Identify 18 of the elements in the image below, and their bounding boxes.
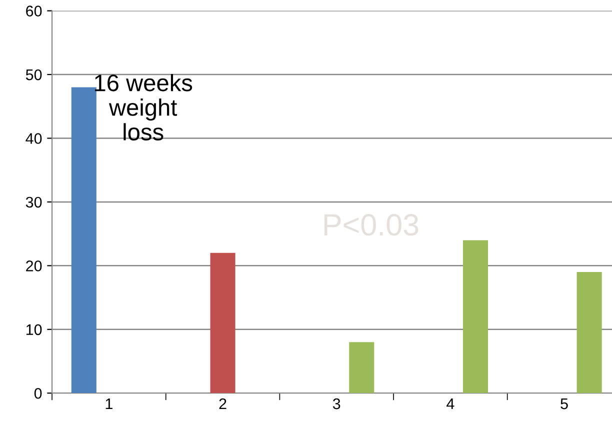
x-tick-label: 1 [106, 398, 112, 410]
x-tick-label: 3 [332, 398, 340, 410]
x-tick-label: 2 [219, 398, 226, 410]
x-tick-label: 5 [560, 398, 568, 410]
annotation: 16 weeks weight loss [95, 74, 192, 140]
y-tick-label: 40 [26, 133, 42, 144]
y-tick-label: 30 [26, 196, 42, 208]
bar [349, 342, 374, 394]
y-tick-label: 60 [26, 6, 42, 16]
x-tick-label: 4 [446, 398, 454, 410]
y-tick-label: 20 [26, 260, 42, 272]
bar [576, 272, 602, 394]
bar [210, 252, 236, 394]
y-tick-label: 50 [26, 69, 42, 80]
bar [71, 87, 96, 394]
bar [462, 240, 488, 394]
y-tick-label: 0 [34, 388, 42, 399]
y-tick-label: 10 [26, 324, 42, 336]
